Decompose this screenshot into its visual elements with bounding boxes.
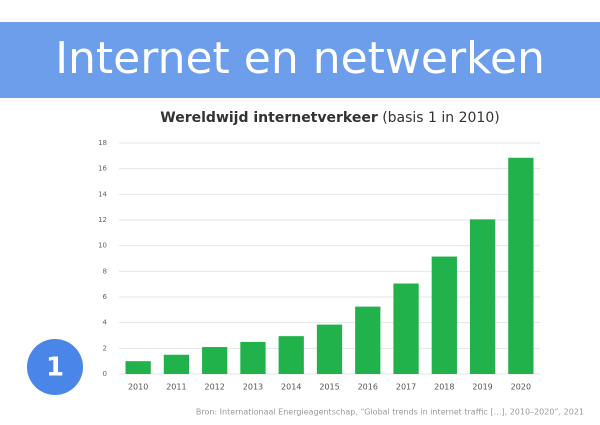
x-tick-label: 2018: [434, 383, 454, 392]
bar: [316, 324, 343, 374]
x-tick-label: 2014: [281, 383, 301, 392]
source-note: Bron: Internationaal Energieagentschap, …: [196, 408, 584, 417]
bar: [469, 219, 496, 374]
y-tick-label: 14: [98, 190, 107, 198]
x-tick-label: 2013: [243, 383, 263, 392]
y-tick-label: 6: [103, 293, 108, 301]
x-tick-label: 2017: [396, 383, 416, 392]
y-tick-label: 0: [103, 370, 107, 378]
y-tick-label: 2: [103, 344, 107, 352]
bar: [508, 157, 534, 374]
x-tick-label: 2015: [319, 383, 339, 392]
header-title: Internet en netwerken: [55, 33, 545, 84]
bar: [125, 361, 151, 374]
x-tick-label: 2019: [472, 383, 492, 392]
badge-number: 1: [46, 353, 64, 383]
y-tick-label: 16: [98, 165, 107, 173]
chart-subtitle: (basis 1 in 2010): [382, 110, 500, 126]
x-tick-label: 2020: [511, 383, 531, 392]
badge-circle: [27, 339, 83, 395]
x-tick-label: 2010: [128, 383, 148, 392]
header-band: [0, 22, 600, 98]
chart-title-main: Wereldwijd internetverkeer: [160, 110, 378, 126]
bar: [202, 347, 228, 374]
y-tick-label: 4: [103, 319, 108, 327]
bar: [431, 256, 457, 374]
bar: [240, 341, 266, 374]
x-tick-label: 2016: [358, 383, 378, 392]
y-tick-label: 10: [98, 242, 107, 250]
y-tick-label: 8: [103, 267, 107, 275]
chart-title: Wereldwijd internetverkeer (basis 1 in 2…: [160, 110, 499, 126]
bar: [393, 283, 419, 374]
y-tick-label: 12: [98, 216, 107, 224]
y-tick-label: 18: [98, 139, 107, 147]
bar: [278, 336, 304, 374]
x-tick-label: 2011: [166, 383, 186, 392]
bar: [355, 306, 381, 374]
x-tick-label: 2012: [205, 383, 225, 392]
bar: [163, 354, 190, 374]
